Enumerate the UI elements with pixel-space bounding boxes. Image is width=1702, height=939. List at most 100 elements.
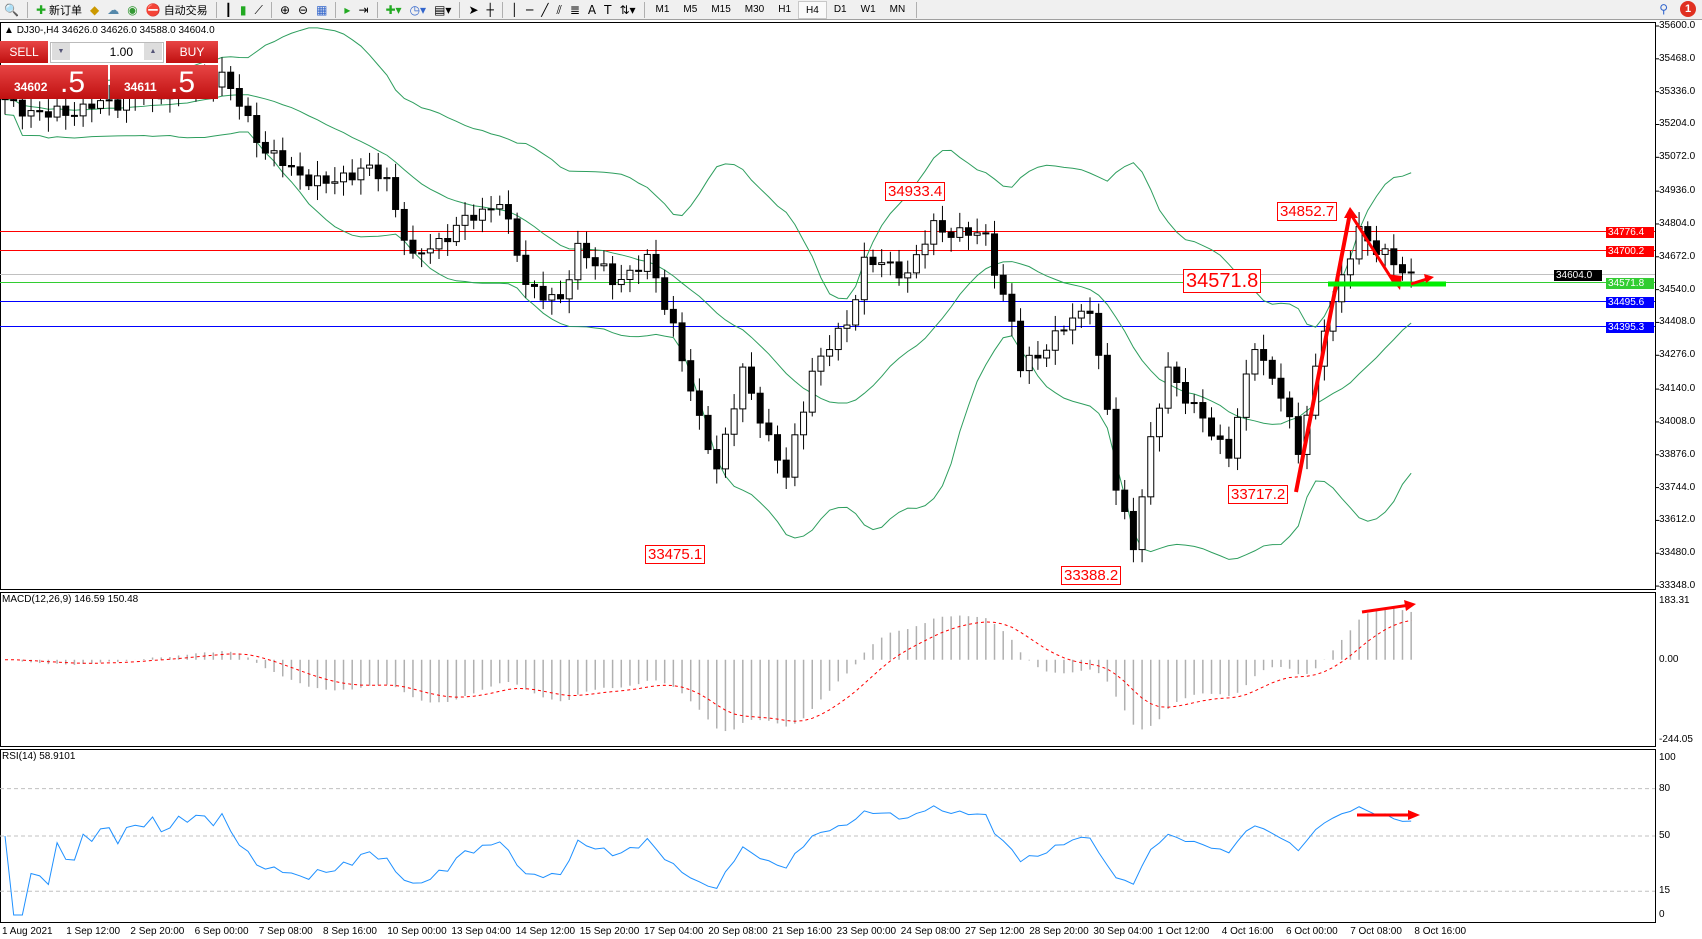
signal-button[interactable]: ◉ bbox=[123, 1, 141, 19]
arrows-tool[interactable]: ⇅▾ bbox=[615, 1, 639, 19]
annotation-low-33475[interactable]: 33475.1 bbox=[645, 545, 706, 564]
vertical-line-tool[interactable]: │ bbox=[507, 1, 522, 19]
magnifier-icon: 🔍 bbox=[4, 2, 19, 17]
candle-bearish bbox=[1086, 310, 1094, 314]
candle-bearish bbox=[999, 274, 1007, 295]
chart-shift-icon: ⇥ bbox=[358, 2, 369, 17]
crosshair-tool[interactable]: ┼ bbox=[483, 1, 498, 19]
time-axis-label: 8 Oct 16:00 bbox=[1414, 926, 1467, 937]
time-axis-label: 6 Oct 00:00 bbox=[1286, 926, 1338, 937]
text-label-icon: T bbox=[604, 2, 612, 17]
auto-scroll-icon: ▸ bbox=[344, 2, 351, 17]
candle-bullish bbox=[808, 370, 816, 413]
annotation-low-33717[interactable]: 33717.2 bbox=[1228, 485, 1289, 504]
candle-bearish bbox=[114, 99, 122, 111]
new-order-button[interactable]: ✚ 新订单 bbox=[32, 1, 86, 19]
candle-bullish bbox=[860, 256, 868, 301]
candle-bullish bbox=[1346, 258, 1354, 276]
zoom-in-button[interactable]: ⊕ bbox=[276, 1, 294, 19]
cursor-tool[interactable]: ➤ bbox=[464, 1, 482, 19]
candle-bullish bbox=[357, 167, 365, 181]
sell-price-button[interactable]: 34602 .5 bbox=[0, 65, 108, 99]
candle-bullish bbox=[626, 269, 634, 280]
time-axis-label: 8 Sep 16:00 bbox=[323, 926, 377, 937]
zoom-out-button[interactable]: ⊖ bbox=[294, 1, 312, 19]
level-tag-34495.6: 34495.6 bbox=[1606, 296, 1654, 308]
macd-axis-label: -244.05 bbox=[1659, 734, 1693, 745]
text-tool[interactable]: A bbox=[584, 1, 600, 19]
candle-bullish bbox=[721, 433, 729, 470]
timeframe-m15[interactable]: M15 bbox=[711, 3, 731, 15]
candle-bullish bbox=[53, 105, 61, 118]
candle-bullish bbox=[1043, 349, 1051, 359]
history-button[interactable]: ◆ bbox=[86, 1, 103, 19]
timeframe-w1[interactable]: W1 bbox=[860, 3, 876, 15]
channel-tool[interactable]: ⫽ bbox=[552, 1, 565, 19]
candle-bullish bbox=[1338, 274, 1346, 303]
auto-trading-button[interactable]: ⛔ 自动交易 bbox=[142, 1, 212, 19]
sell-price-pips: .5 bbox=[60, 66, 86, 99]
candle-bearish bbox=[1173, 366, 1181, 384]
candle-bearish bbox=[522, 254, 530, 285]
candle-bearish bbox=[296, 166, 304, 176]
candle-bullish bbox=[1025, 354, 1033, 372]
line-chart-button[interactable]: ⟋ bbox=[251, 1, 267, 19]
candle-bullish bbox=[800, 411, 808, 436]
search-icon[interactable]: ⚲ bbox=[1659, 2, 1668, 16]
lot-size-input[interactable]: 1.00 bbox=[50, 42, 164, 63]
lot-decrease-icon[interactable]: ▼ bbox=[52, 43, 70, 60]
tile-windows-button[interactable]: ▦ bbox=[312, 1, 331, 19]
lot-increase-icon[interactable]: ▲ bbox=[144, 43, 162, 60]
candle-bearish bbox=[938, 220, 946, 233]
rsi-label: RSI(14) 58.9101 bbox=[2, 751, 76, 762]
clock-icon: ◷▾ bbox=[409, 2, 427, 17]
label-tool[interactable]: T bbox=[600, 1, 615, 19]
indicators-button[interactable]: ✚▾ bbox=[382, 1, 406, 19]
cursor-icon: ➤ bbox=[468, 2, 479, 17]
candle-bullish bbox=[218, 71, 226, 88]
collapse-triangle-icon[interactable]: ▲ bbox=[4, 25, 17, 36]
macd-axis-label: 183.31 bbox=[1659, 595, 1690, 606]
timeframe-m30[interactable]: M30 bbox=[744, 3, 765, 15]
buy-button[interactable]: BUY bbox=[166, 41, 218, 63]
notification-badge[interactable]: 1 bbox=[1680, 1, 1696, 17]
price-axis-label: 33744.0 bbox=[1659, 481, 1696, 493]
time-axis-label: 24 Sep 08:00 bbox=[900, 926, 961, 937]
sell-button[interactable]: SELL bbox=[0, 41, 48, 63]
toolbar-right: ⚲ 1 bbox=[1659, 1, 1696, 17]
candle-bullish bbox=[1381, 248, 1389, 255]
price-axis-label: 34936.0 bbox=[1659, 185, 1696, 197]
annotation-support-34571[interactable]: 34571.8 bbox=[1183, 269, 1262, 293]
candle-chart-button[interactable]: ▮ bbox=[236, 1, 251, 19]
chart-shift-button[interactable]: ⇥ bbox=[354, 1, 372, 19]
cloud-button[interactable]: ☁ bbox=[103, 1, 123, 19]
panel-border-1 bbox=[0, 592, 1656, 747]
fibonacci-tool[interactable]: ≣ bbox=[566, 1, 584, 19]
zoom-tool[interactable]: 🔍 bbox=[0, 1, 23, 19]
candle-bullish bbox=[791, 434, 799, 478]
candle-bearish bbox=[513, 218, 521, 256]
templates-button[interactable]: ▤▾ bbox=[430, 1, 455, 19]
timeframe-h1[interactable]: H1 bbox=[778, 3, 792, 15]
timeframe-mn[interactable]: MN bbox=[889, 3, 906, 15]
arrow-head-icon bbox=[1344, 207, 1358, 218]
trendline-tool[interactable]: ╱ bbox=[537, 1, 552, 19]
timeframe-h4[interactable]: H4 bbox=[798, 0, 827, 19]
timeframe-d1[interactable]: D1 bbox=[833, 3, 847, 15]
timeframe-m1[interactable]: M1 bbox=[655, 3, 670, 15]
annotation-low-33388[interactable]: 33388.2 bbox=[1061, 566, 1122, 585]
bar-chart-button[interactable]: ┃ bbox=[221, 1, 236, 19]
candle-bullish bbox=[643, 253, 651, 272]
timeframe-m5[interactable]: M5 bbox=[683, 3, 698, 15]
auto-scroll-button[interactable]: ▸ bbox=[340, 1, 354, 19]
chart-header: ▲ DJ30-,H4 34626.0 34626.0 34588.0 34604… bbox=[4, 25, 215, 36]
arrow-head-icon bbox=[1404, 600, 1416, 611]
annotation-high-34852[interactable]: 34852.7 bbox=[1277, 202, 1338, 221]
annotation-high-34933[interactable]: 34933.4 bbox=[885, 182, 946, 201]
candle-bullish bbox=[1242, 373, 1250, 418]
candle-bearish bbox=[530, 283, 538, 287]
buy-price-button[interactable]: 34611 .5 bbox=[110, 65, 218, 99]
horizontal-line-tool[interactable]: ─ bbox=[522, 1, 537, 19]
periods-button[interactable]: ◷▾ bbox=[406, 1, 431, 19]
